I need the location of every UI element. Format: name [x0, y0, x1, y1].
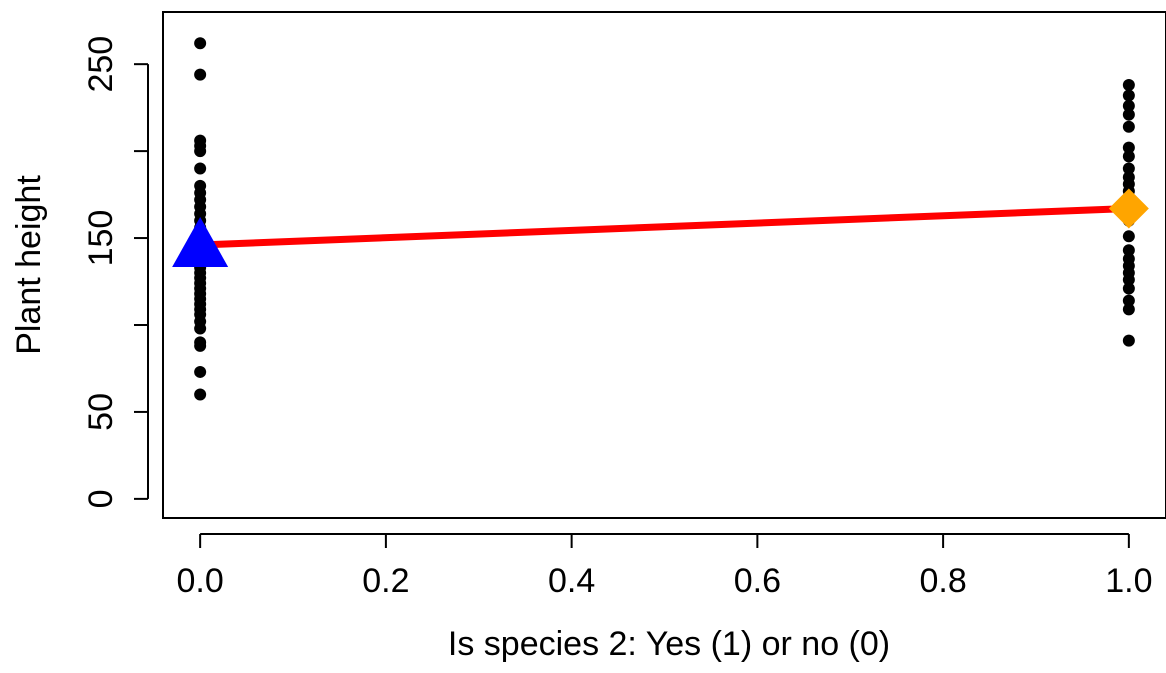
data-point — [194, 37, 207, 50]
y-tick-label: 0 — [82, 489, 120, 508]
y-tick-label: 50 — [82, 393, 120, 431]
data-point — [194, 388, 207, 401]
x-axis-title: Is species 2: Yes (1) or no (0) — [448, 625, 890, 663]
y-tick-label: 150 — [82, 210, 120, 267]
group-mean-markers — [172, 188, 1149, 268]
x-axis: 0.0 0.2 0.4 0.6 0.8 1.0 — [177, 533, 1152, 600]
data-point — [1122, 108, 1135, 121]
y-tick-label: 250 — [82, 36, 120, 93]
data-point — [1122, 244, 1135, 257]
data-point — [194, 162, 207, 175]
y-axis-title: Plant height — [10, 175, 48, 355]
data-point — [1122, 141, 1135, 154]
plot-box — [162, 11, 1166, 519]
data-point — [1122, 99, 1135, 112]
x-tick-label: 1.0 — [1105, 562, 1152, 600]
data-point — [1122, 282, 1135, 295]
x-tick-label: 0.4 — [548, 562, 595, 600]
data-point — [194, 365, 207, 378]
data-point — [1122, 120, 1135, 133]
data-point — [1122, 162, 1135, 175]
data-point — [194, 322, 207, 335]
data-point — [1122, 230, 1135, 243]
data-point — [1122, 334, 1135, 347]
data-point — [194, 339, 207, 352]
y-axis: 0 50 150 250 — [82, 36, 149, 508]
data-point — [1122, 294, 1135, 307]
fitted-line-group — [200, 204, 1129, 249]
fitted-line — [200, 204, 1129, 249]
data-point — [1122, 89, 1135, 102]
data-point — [194, 145, 207, 158]
x-tick-label: 0.2 — [362, 562, 409, 600]
data-point — [1122, 79, 1135, 92]
data-points — [194, 37, 1135, 401]
data-point — [1122, 150, 1135, 163]
data-point — [1122, 273, 1135, 286]
x-tick-label: 0.8 — [919, 562, 966, 600]
data-point — [1122, 303, 1135, 316]
data-point — [194, 68, 207, 81]
mean-marker-triangle — [172, 217, 229, 268]
mean-marker-diamond — [1108, 188, 1149, 229]
x-tick-label: 0.6 — [734, 562, 781, 600]
x-tick-label: 0.0 — [177, 562, 224, 600]
